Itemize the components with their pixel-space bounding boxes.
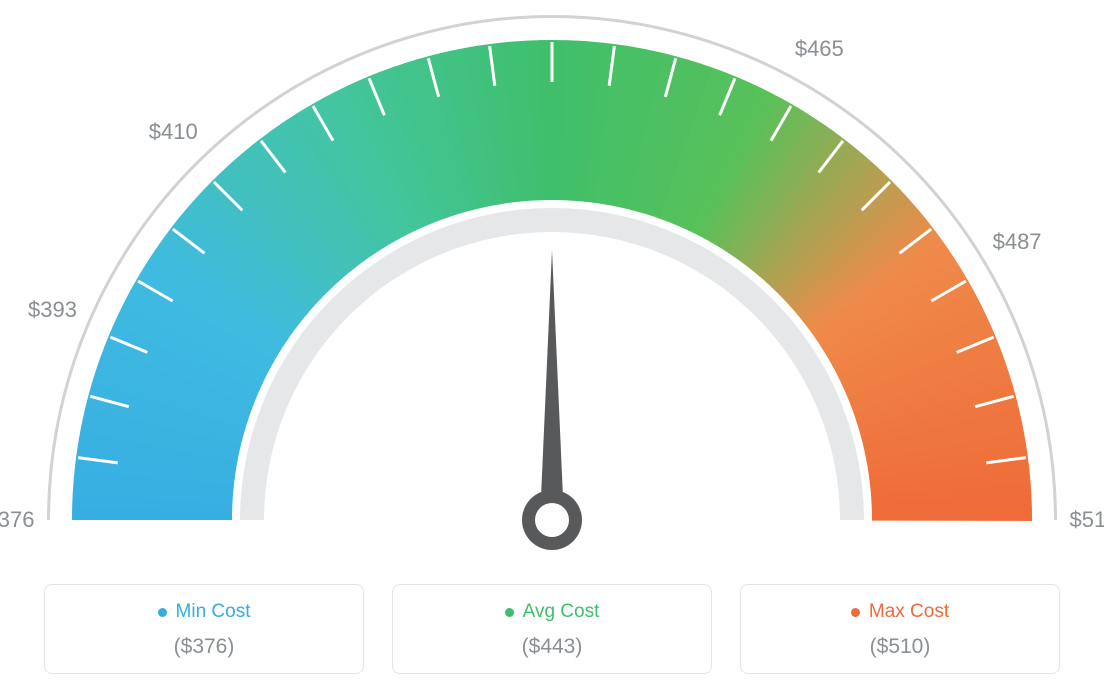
legend-value-max: ($510): [751, 635, 1049, 659]
tick-label: $510: [1070, 507, 1104, 533]
tick-label: $410: [149, 119, 198, 145]
gauge-chart: $376$393$410$443$465$487$510: [0, 0, 1104, 560]
legend-label-min: Min Cost: [176, 601, 251, 623]
legend-row: Min Cost ($376) Avg Cost ($443) Max Cost…: [0, 584, 1104, 674]
legend-card-avg: Avg Cost ($443): [392, 584, 712, 674]
tick-label: $487: [993, 229, 1042, 255]
legend-value-min: ($376): [55, 635, 353, 659]
tick-label: $376: [0, 507, 34, 533]
legend-title-avg: Avg Cost: [505, 601, 600, 623]
legend-label-avg: Avg Cost: [523, 601, 600, 623]
legend-label-max: Max Cost: [869, 601, 949, 623]
gauge-svg: [0, 0, 1104, 560]
legend-dot-min: [158, 608, 167, 617]
tick-label: $465: [795, 36, 844, 62]
legend-dot-avg: [505, 608, 514, 617]
tick-label: $393: [28, 297, 77, 323]
legend-value-avg: ($443): [403, 635, 701, 659]
legend-title-min: Min Cost: [158, 601, 251, 623]
legend-dot-max: [851, 608, 860, 617]
legend-title-max: Max Cost: [851, 601, 949, 623]
legend-card-min: Min Cost ($376): [44, 584, 364, 674]
legend-card-max: Max Cost ($510): [740, 584, 1060, 674]
